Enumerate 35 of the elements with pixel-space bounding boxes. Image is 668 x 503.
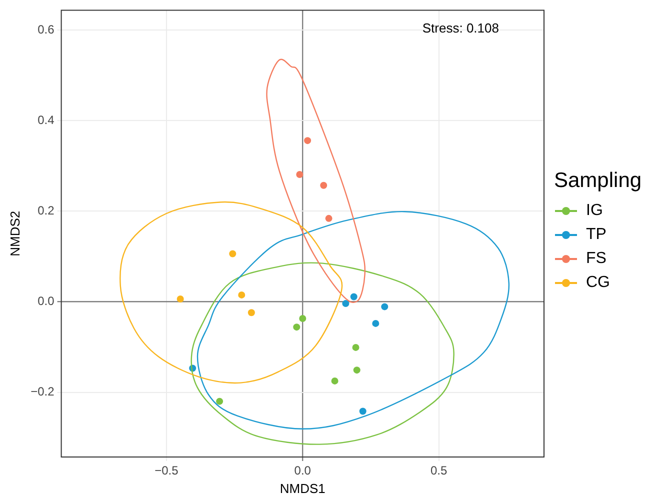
point	[359, 408, 366, 415]
point	[293, 324, 300, 331]
y-axis-title: NMDS2	[7, 210, 22, 256]
point	[238, 291, 246, 298]
point	[248, 309, 255, 316]
legend-label: IG	[586, 202, 603, 220]
point	[229, 250, 236, 258]
point	[372, 320, 380, 327]
x-tick-label: −0.5	[154, 464, 179, 478]
y-tick-label: 0.4	[38, 112, 55, 127]
point	[331, 377, 338, 384]
point	[299, 314, 306, 322]
point	[353, 366, 360, 374]
point	[350, 293, 358, 300]
y-tick-label: 0.2	[38, 204, 55, 218]
y-tick-label: −0.2	[30, 384, 55, 399]
legend-label: FS	[586, 250, 606, 268]
point	[381, 303, 388, 310]
point	[325, 214, 332, 222]
y-tick-label: 0.6	[38, 22, 55, 36]
y-tick-label: 0.0	[38, 294, 55, 308]
legend-label: CG	[586, 274, 610, 292]
point	[320, 182, 328, 189]
point	[296, 171, 304, 178]
x-tick-label: 0.5	[430, 464, 448, 478]
point	[352, 344, 360, 351]
x-axis-title: NMDS1	[280, 480, 326, 496]
legend-title: Sampling	[554, 168, 643, 192]
legend-label: TP	[586, 226, 606, 244]
point	[176, 296, 184, 303]
point	[216, 398, 224, 405]
point	[342, 300, 350, 308]
point	[304, 137, 312, 144]
x-tick-label: 0.0	[294, 464, 312, 478]
annotation: Stress: 0.108	[422, 20, 499, 36]
